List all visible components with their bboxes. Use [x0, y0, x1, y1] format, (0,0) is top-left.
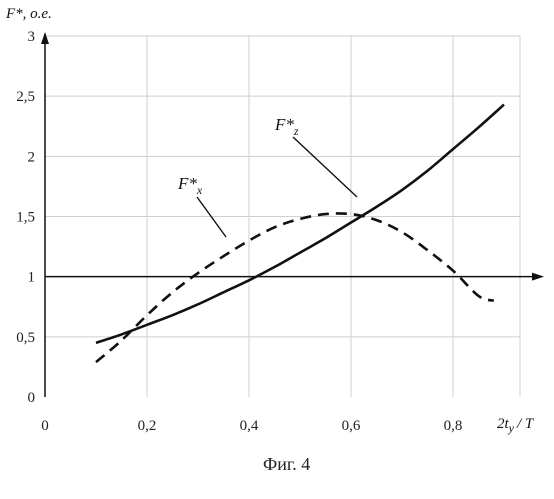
y-tick-label: 2,5: [16, 89, 35, 105]
y-tick-label: 1,5: [16, 210, 35, 226]
y-tick-label: 2: [28, 149, 36, 165]
x-tick-label: 0,4: [240, 418, 259, 434]
x-tick-label: 0,2: [138, 418, 157, 434]
y-axis-title: F*, о.е.: [5, 6, 52, 22]
series-label-x: F*x: [177, 174, 226, 237]
y-tick-label: 1: [28, 270, 36, 286]
y-axis-arrow: [41, 32, 49, 44]
x-axis-title: 2ty/ T: [497, 416, 535, 435]
svg-text:F*z: F*z: [274, 115, 299, 138]
x-tick-label: 0: [41, 418, 49, 434]
figure-caption: Фиг. 4: [263, 454, 310, 474]
svg-text:F*x: F*x: [177, 174, 203, 197]
grid: [45, 36, 520, 397]
x-axis-arrow: [532, 273, 544, 281]
series-line-x: [96, 213, 494, 362]
y-tick-label: 0,5: [16, 330, 35, 346]
axes: [41, 32, 544, 397]
y-tick-label: 0: [28, 390, 36, 406]
x-tick-label: 0,6: [342, 418, 361, 434]
x-tick-label: 0,8: [444, 418, 463, 434]
series-label-z-leader: [293, 137, 357, 197]
tick-labels: 0 0,5 1 1,5 2 2,5 3 0 0,2 0,4 0,6 0,8: [16, 29, 462, 434]
y-tick-label: 3: [28, 29, 36, 45]
